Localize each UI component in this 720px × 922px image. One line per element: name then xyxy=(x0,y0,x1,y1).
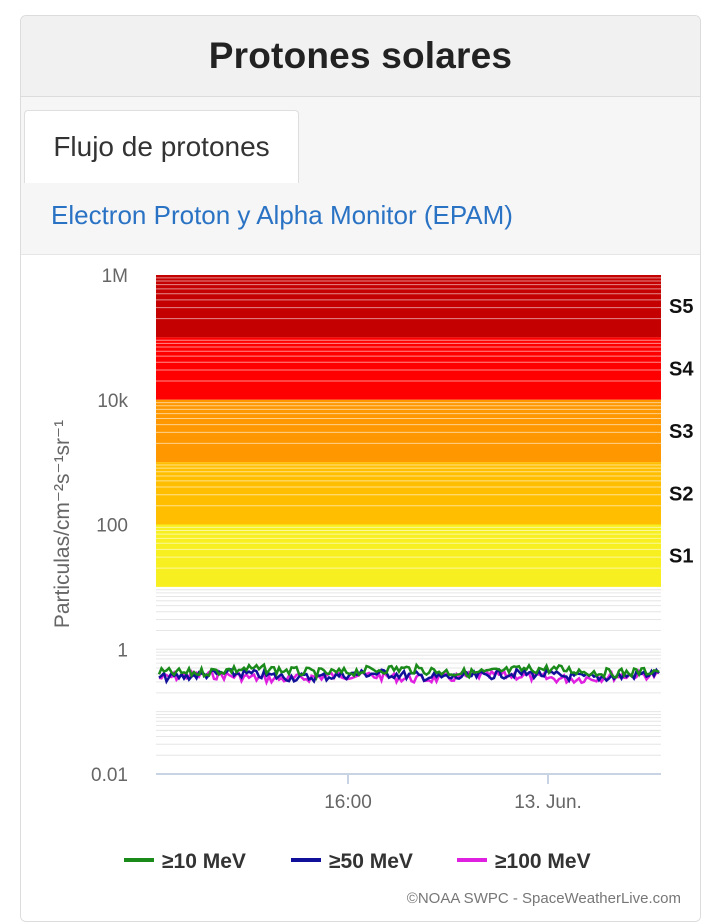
y-tick-label: 0.01 xyxy=(91,765,128,786)
storm-band-s2 xyxy=(156,462,661,525)
tab-bar: Flujo de protones xyxy=(21,97,700,183)
storm-label-s4: S4 xyxy=(669,359,694,381)
series-line-0 xyxy=(157,662,660,682)
storm-band-s4 xyxy=(156,337,661,400)
x-tick-label: 16:00 xyxy=(324,792,372,813)
legend-item[interactable]: ≥10 MeV xyxy=(162,850,246,873)
tab-proton-flux[interactable]: Flujo de protones xyxy=(24,110,299,183)
storm-label-s3: S3 xyxy=(669,421,693,443)
proton-card: Protones solares Flujo de protones Elect… xyxy=(20,15,701,922)
proton-flux-chart: S5 S4 S3 S2 S1 16:00 13. Jun. 1M 10k 100 1 0.01 Par… xyxy=(51,266,694,906)
y-axis-title: Particulas/cm⁻²s⁻¹sr⁻¹ xyxy=(51,420,74,628)
legend-item[interactable]: ≥50 MeV xyxy=(329,850,413,873)
legend-item[interactable]: ≥100 MeV xyxy=(495,850,591,873)
storm-band-s1 xyxy=(156,524,661,587)
y-tick-label: 100 xyxy=(96,516,128,537)
x-tick-label: 13. Jun. xyxy=(514,792,582,813)
y-tick-label: 1 xyxy=(117,640,128,661)
y-tick-label: 10k xyxy=(97,391,128,412)
storm-label-s2: S2 xyxy=(669,483,693,505)
storm-band-s5 xyxy=(156,275,661,338)
storm-band-s3 xyxy=(156,399,661,463)
storm-label-s1: S1 xyxy=(669,546,693,568)
storm-label-s5: S5 xyxy=(669,296,693,318)
chart-container: S5 S4 S3 S2 S1 16:00 13. Jun. 1M 10k 100 1 0.01 Par… xyxy=(21,254,700,921)
card-header: Protones solares xyxy=(21,16,700,97)
chart-credit: ©NOAA SWPC - SpaceWeatherLive.com xyxy=(407,890,681,906)
y-tick-label: 1M xyxy=(102,266,128,287)
source-link-epam[interactable]: Electron Proton y Alpha Monitor (EPAM) xyxy=(51,200,513,230)
page-title: Protones solares xyxy=(208,35,513,76)
